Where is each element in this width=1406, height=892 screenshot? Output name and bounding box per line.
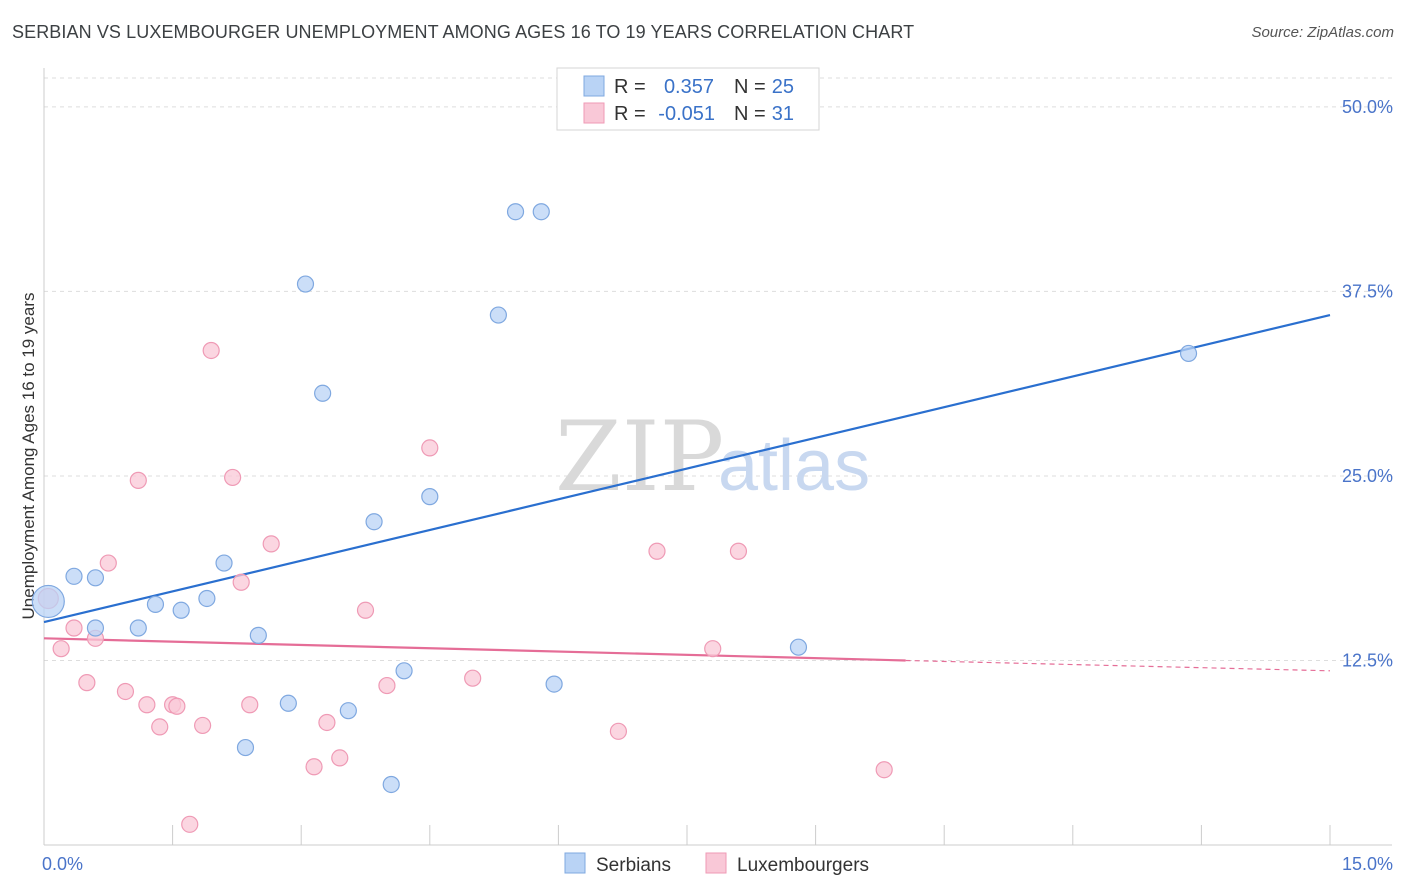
bottom-legend-swatch-serbians [564,852,586,874]
y-tick-label-3: 50.0% [1342,97,1393,117]
legend-r-serbians: 0.357 [664,76,714,98]
serbians-point-8 [215,554,233,572]
luxembourgers-point-1 [52,640,70,658]
luxembourgers-point-2 [65,619,83,637]
serbians-point-21 [532,203,550,221]
watermark: ZIP atlas [555,401,870,513]
serbians-point-20 [506,203,525,221]
luxembourgers-point-19 [305,758,323,776]
serbians-point-11 [279,694,297,712]
luxembourgers-point-17 [241,696,259,714]
y-axis-title: Unemployment Among Ages 16 to 19 years [19,293,38,620]
x-tick-label-max: 15.0% [1342,854,1393,874]
trend-line-luxembourgers [43,637,906,662]
luxembourgers-point-21 [331,749,349,767]
luxembourgers-point-3 [78,674,96,692]
y-tick-label-1: 25.0% [1342,466,1393,486]
luxembourgers-point-29 [729,542,748,560]
serbians-point-5 [146,595,165,613]
luxembourgers-point-12 [181,815,199,833]
legend-n-serbians: 25 [772,76,794,98]
luxembourgers-point-25 [464,669,482,687]
source-label: Source: ZipAtlas.com [1251,24,1394,41]
trend-lines [43,313,1331,672]
serbians-point-16 [382,775,400,794]
y-tick-label-0: 12.5% [1342,650,1393,670]
serbians-point-22 [545,675,563,693]
serbians-point-4 [129,619,147,637]
legend-r-luxembourgers: -0.051 [658,103,715,125]
luxembourgers-point-6 [116,682,135,701]
luxembourgers-point-28 [704,640,722,658]
legend-r-label-serbians: R = [614,76,646,98]
chart-title: SERBIAN VS LUXEMBOURGER UNEMPLOYMENT AMO… [12,22,915,42]
luxembourgers-point-7 [129,471,147,489]
watermark-zip: ZIP [555,401,724,513]
bottom-legend-serbians: Serbians [596,855,671,876]
luxembourgers-point-23 [378,676,396,695]
luxembourgers-point-9 [151,718,169,736]
bottom-legend-swatch-luxembourgers [705,852,727,874]
legend-r-label-luxembourgers: R = [614,103,646,125]
serbians-point-7 [198,589,216,608]
luxembourgers-point-13 [194,716,212,735]
serbians-point-10 [249,626,267,644]
serbians-points [31,203,1198,794]
luxembourgers-point-18 [262,535,280,553]
series-legend: Serbians Luxembourgers [564,852,869,876]
serbians-point-3 [86,619,105,637]
luxembourgers-point-5 [99,554,117,572]
legend-n-label-luxembourgers: N = [734,103,766,125]
luxembourgers-point-11 [168,697,186,715]
luxembourgers-point-22 [356,601,375,619]
legend-n-luxembourgers: 31 [772,103,794,125]
serbians-point-13 [314,384,332,402]
serbians-point-6 [172,601,190,619]
luxembourgers-point-20 [318,713,336,732]
luxembourgers-point-26 [609,722,628,740]
serbians-point-1 [65,567,83,585]
serbians-point-9 [236,738,255,757]
x-tick-label-min: 0.0% [42,854,83,874]
legend-swatch-serbians [583,75,605,97]
luxembourgers-point-30 [875,761,893,779]
y-tick-label-2: 37.5% [1342,281,1393,301]
luxembourgers-point-24 [421,439,439,457]
serbians-point-12 [296,275,315,293]
legend-n-label-serbians: N = [734,76,766,98]
serbians-point-14 [339,702,357,720]
serbians-point-17 [395,662,413,680]
luxembourgers-points [37,341,893,833]
serbians-point-15 [365,513,383,531]
luxembourgers-point-15 [224,468,242,487]
luxembourgers-point-14 [202,341,220,360]
serbians-point-23 [789,638,808,656]
y-tick-labels: 12.5% 25.0% 37.5% 50.0% [1342,97,1393,671]
serbians-point-18 [421,488,439,506]
legend-swatch-luxembourgers [583,102,605,124]
luxembourgers-point-27 [648,542,666,560]
serbians-point-19 [489,306,507,324]
serbians-point-0 [31,584,65,619]
watermark-atlas: atlas [718,426,870,506]
axes [43,68,1392,846]
trend-line-serbians [43,313,1331,624]
trend-line-luxembourgers-extension [905,659,1331,672]
luxembourgers-point-16 [232,573,250,591]
correlation-legend: R = 0.357 N = 25 R = -0.051 N = 31 [556,67,820,131]
bottom-legend-luxembourgers: Luxembourgers [737,855,869,876]
luxembourgers-point-8 [138,696,156,714]
serbians-point-24 [1179,344,1198,363]
serbians-point-2 [86,569,105,587]
